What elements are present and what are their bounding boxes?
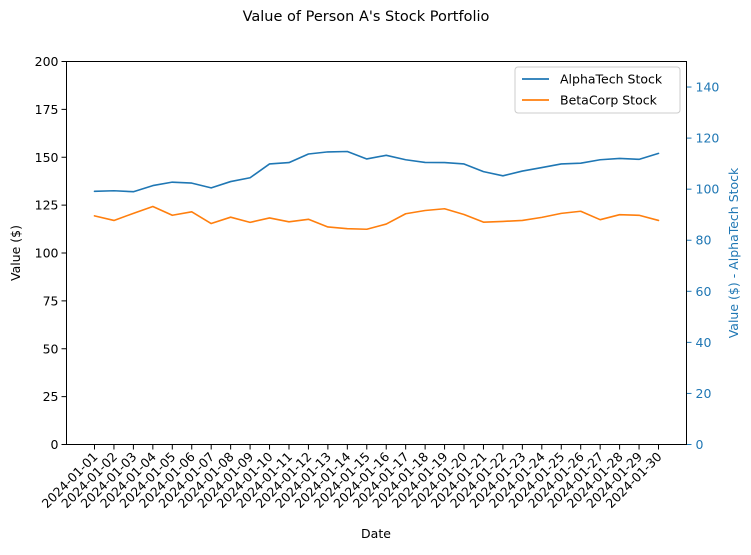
series-layer xyxy=(93,150,660,231)
legend: AlphaTech Stock BetaCorp Stock xyxy=(514,66,681,114)
y-axis-ticks: 0 25 50 75 100 125 150 175 200 xyxy=(35,54,67,452)
y-tick-label: 0 xyxy=(51,437,59,452)
y-tick-label: 150 xyxy=(35,150,59,165)
y2-tick-label: 100 xyxy=(696,182,720,197)
legend-box xyxy=(514,66,681,114)
y-tick-label: 125 xyxy=(35,198,59,213)
y-tick-label: 200 xyxy=(35,54,59,69)
series-line-betacorp-stock xyxy=(93,205,660,231)
y2-tick-label: 60 xyxy=(696,284,712,299)
y-axis-label: Value ($) xyxy=(8,225,23,281)
y2-tick-label: 120 xyxy=(696,131,720,146)
y2-tick-label: 80 xyxy=(696,233,712,248)
y-tick-label: 50 xyxy=(43,341,59,356)
y2-tick-label: 40 xyxy=(696,335,712,350)
plot-frame xyxy=(66,61,687,445)
series-line-alphatech-stock xyxy=(93,150,660,193)
chart-title: Value of Person A's Stock Portfolio xyxy=(243,9,490,25)
y-tick-label: 25 xyxy=(43,389,59,404)
legend-label: AlphaTech Stock xyxy=(560,72,663,87)
legend-label: BetaCorp Stock xyxy=(560,93,658,108)
x-axis-ticks: 2024-01-012024-01-022024-01-032024-01-04… xyxy=(39,444,665,511)
y2-tick-label: 140 xyxy=(696,80,720,95)
y-tick-label: 100 xyxy=(35,246,59,261)
y-tick-label: 175 xyxy=(35,102,59,117)
secondary-y-axis-label: Value ($) - AlphaTech Stock xyxy=(726,167,741,338)
x-axis-label: Date xyxy=(361,526,391,541)
y2-tick-label: 20 xyxy=(696,386,712,401)
y2-tick-label: 0 xyxy=(696,437,704,452)
secondary-y-axis-ticks: 0 20 40 60 80 100 120 140 xyxy=(686,80,720,452)
y-tick-label: 75 xyxy=(43,293,59,308)
